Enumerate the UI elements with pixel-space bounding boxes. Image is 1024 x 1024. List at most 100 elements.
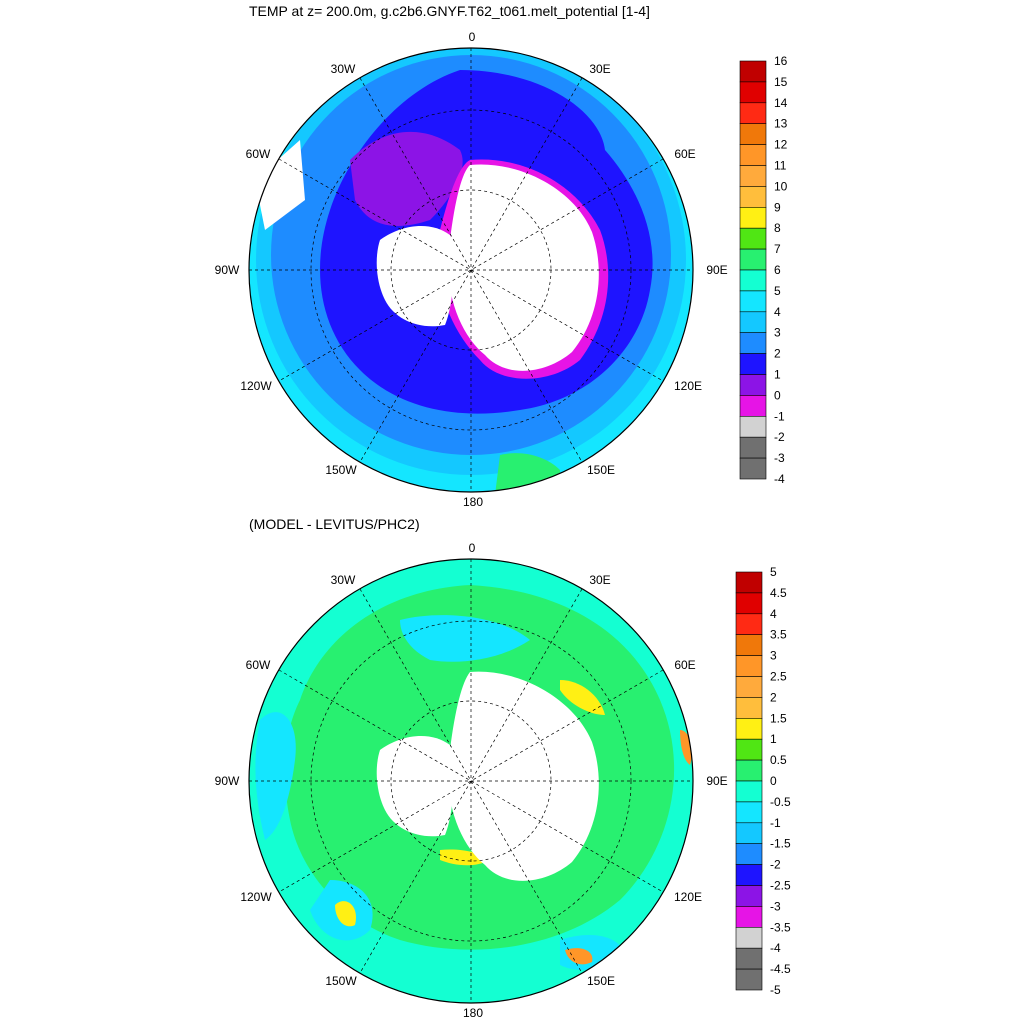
lon-label-150e-top: 150E — [587, 463, 615, 477]
colorbar-top-tick-label: 9 — [774, 200, 781, 214]
colorbar-bottom-tick-label: -0.5 — [770, 795, 791, 809]
colorbar-bottom-tick-label: 4.5 — [770, 586, 787, 600]
lon-label-30e-top: 30E — [589, 62, 610, 76]
lon-label-120w-top: 120W — [240, 379, 272, 393]
colorbar-bottom-swatch — [735, 864, 763, 886]
colorbar-top-swatch — [739, 290, 767, 313]
colorbar-top-tick-label: 3 — [774, 326, 781, 340]
colorbar-bottom-swatch — [735, 676, 763, 698]
colorbar-bottom-tick-label: 1 — [770, 732, 777, 746]
colorbar-bottom-tick-label: 0 — [770, 774, 777, 788]
colorbar-top-swatch — [739, 374, 767, 396]
colorbar-top-tick-label: -1 — [774, 409, 785, 423]
colorbar-top-swatch — [739, 395, 767, 417]
colorbar-top-tick-label: 0 — [774, 388, 781, 402]
lon-label-60w-bottom: 60W — [246, 658, 271, 672]
map-top-boundary — [248, 47, 694, 493]
colorbar-bottom-tick-label: -1 — [770, 816, 781, 830]
colorbar-top-swatch — [739, 186, 767, 208]
colorbar-top-swatch — [739, 269, 767, 292]
lon-label-90e-top: 90E — [706, 263, 727, 277]
colorbar-top-swatch — [739, 353, 767, 375]
colorbar-top-tick-label: 11 — [774, 159, 787, 173]
lon-label-0-bottom: 0 — [469, 541, 476, 555]
colorbar-top-swatch — [739, 102, 767, 125]
colorbar-top-tick-label: 4 — [774, 305, 781, 319]
colorbar-top-tick-label: 14 — [774, 96, 788, 110]
lon-label-60e-top: 60E — [674, 147, 695, 161]
lon-label-30w-bottom: 30W — [331, 573, 356, 587]
colorbar-top-tick-label: 1 — [774, 368, 781, 382]
colorbar-bottom-swatch — [735, 843, 763, 865]
colorbar-bottom-swatch — [735, 926, 763, 949]
colorbar-bottom-swatch — [735, 906, 763, 928]
colorbar-bottom-swatch — [735, 738, 763, 761]
colorbar-bottom-tick-label: 1.5 — [770, 711, 787, 725]
lon-label-90w-bottom: 90W — [215, 774, 240, 788]
colorbar-bottom-tick-label: 2.5 — [770, 670, 787, 684]
map-title-bottom: (MODEL - LEVITUS/PHC2) — [249, 516, 420, 532]
map-top-longitude-labels: 0 30E 60E 90E 120E 150E 180 150W 120W 90… — [215, 30, 728, 509]
colorbar-top-tick-label: 5 — [774, 284, 781, 298]
colorbar-top-swatch — [739, 60, 767, 83]
colorbar-bottom-swatch — [735, 759, 763, 782]
map-top-graticule — [249, 48, 693, 492]
map-top: 0 30E 60E 90E 120E 150E 180 150W 120W 90… — [215, 30, 788, 509]
colorbar-bottom: 5 4.5 4 3.5 3 2.5 2 1.5 1 0.5 0 -0.5 -1 -1.5 -2 -2.5 -3 -… — [735, 565, 791, 997]
map-bottom: 0 30E 60E 90E 120E 150E 180 150W 120W 90… — [215, 541, 791, 1020]
colorbar-bottom-tick-label: -3 — [770, 899, 781, 913]
colorbar-bottom-swatch — [735, 697, 763, 719]
colorbar-bottom-swatch — [735, 613, 763, 635]
lon-label-120e-top: 120E — [674, 379, 702, 393]
colorbar-top-swatch — [739, 144, 767, 166]
colorbar-top-swatch — [739, 457, 767, 480]
colorbar-top-swatch — [739, 415, 767, 438]
colorbar-top-swatch — [739, 81, 767, 104]
colorbar-bottom-swatch — [735, 801, 763, 824]
map-title-top: TEMP at z= 200.0m, g.c2b6.GNYF.T62_t061.… — [249, 3, 650, 19]
colorbar-bottom-tick-label: 0.5 — [770, 753, 787, 767]
lon-label-60e-bottom: 60E — [674, 658, 695, 672]
colorbar-bottom-tick-label: -1.5 — [770, 837, 791, 851]
colorbar-top-swatch — [739, 248, 767, 271]
map-bottom-boundary — [248, 558, 694, 1004]
colorbar-top-swatch — [739, 311, 767, 333]
colorbar-bottom-swatch — [735, 592, 763, 615]
colorbar-bottom-tick-label: 3.5 — [770, 628, 787, 642]
colorbar-top-tick-label: -2 — [774, 430, 785, 444]
colorbar-top-tick-label: 13 — [774, 117, 788, 131]
lon-label-60w-top: 60W — [246, 147, 271, 161]
colorbar-bottom-swatch — [735, 780, 763, 803]
colorbar-top-tick-label: 12 — [774, 138, 788, 152]
colorbar-top-tick-label: 7 — [774, 242, 781, 256]
lon-label-150e-bottom: 150E — [587, 974, 615, 988]
colorbar-bottom-tick-label: -4.5 — [770, 962, 791, 976]
colorbar-bottom-tick-label: -5 — [770, 983, 781, 997]
colorbar-bottom-tick-label: -2 — [770, 858, 781, 872]
lon-label-0-top: 0 — [469, 30, 476, 44]
colorbar-bottom-swatch — [735, 717, 763, 740]
lon-label-90e-bottom: 90E — [706, 774, 727, 788]
colorbar-bottom-tick-label: -2.5 — [770, 879, 791, 893]
colorbar-bottom-tick-label: 2 — [770, 690, 777, 704]
colorbar-top-tick-label: 15 — [774, 75, 788, 89]
colorbar-top-swatch — [739, 165, 767, 187]
colorbar-bottom-swatch — [735, 822, 763, 844]
colorbar-bottom-tick-label: -3.5 — [770, 920, 791, 934]
colorbar-top-tick-label: -4 — [774, 472, 785, 486]
lon-label-30e-bottom: 30E — [589, 573, 610, 587]
colorbar-bottom-swatch — [735, 885, 763, 907]
colorbar-top-swatch — [739, 227, 767, 250]
colorbar-top-tick-label: 16 — [774, 54, 788, 68]
lon-label-30w-top: 30W — [331, 62, 356, 76]
map-bottom-graticule — [249, 559, 693, 1003]
colorbar-top-tick-label: 8 — [774, 221, 781, 235]
colorbar-top-tick-label: 10 — [774, 179, 788, 193]
colorbar-top-swatch — [739, 123, 767, 145]
lon-label-90w-top: 90W — [215, 263, 240, 277]
colorbar-top-swatch — [739, 332, 767, 354]
colorbar-bottom-tick-label: 4 — [770, 607, 777, 621]
lon-label-180-top: 180 — [463, 495, 483, 509]
colorbar-bottom-tick-label: -4 — [770, 941, 781, 955]
